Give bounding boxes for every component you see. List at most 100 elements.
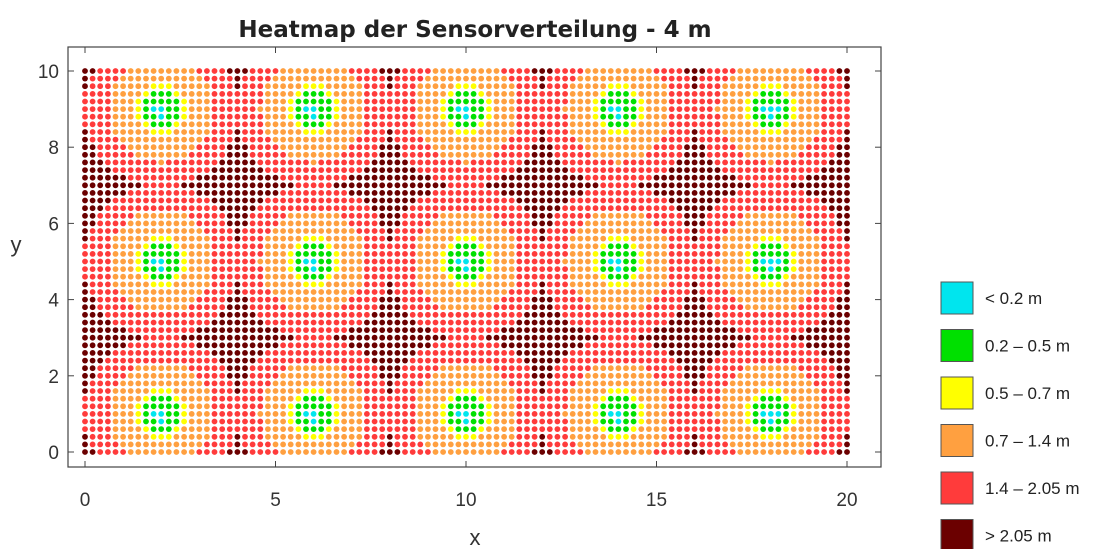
data-point (486, 113, 492, 120)
data-point (806, 411, 812, 417)
data-point (120, 136, 126, 143)
data-point (417, 197, 424, 204)
data-point (600, 380, 607, 387)
data-point (546, 83, 553, 90)
data-point (752, 258, 759, 265)
data-point (158, 151, 165, 158)
data-point (409, 220, 416, 227)
data-point (501, 266, 507, 272)
data-point (508, 311, 515, 318)
data-point (798, 220, 805, 227)
data-point (196, 350, 203, 356)
data-point (531, 197, 538, 204)
data-point (783, 395, 789, 402)
data-point (257, 311, 264, 318)
data-point (546, 365, 553, 372)
data-point (585, 266, 591, 272)
data-point (348, 136, 355, 143)
data-point (394, 433, 401, 440)
data-point (638, 395, 645, 402)
data-point (394, 159, 401, 166)
data-point (455, 266, 462, 272)
data-point (409, 182, 416, 189)
data-point (661, 75, 667, 82)
data-point (105, 251, 111, 257)
data-point (798, 251, 805, 257)
data-point (623, 266, 629, 272)
data-point (188, 296, 195, 303)
data-point (97, 174, 104, 181)
data-point (600, 205, 607, 212)
data-point (737, 121, 744, 128)
data-point (585, 174, 591, 181)
data-point (783, 433, 789, 440)
data-point (386, 151, 393, 158)
data-point (714, 91, 721, 97)
data-point (181, 182, 188, 189)
data-point (668, 304, 675, 311)
data-point (82, 334, 88, 341)
data-point (105, 159, 111, 166)
data-point (585, 75, 591, 82)
data-point (516, 75, 523, 82)
data-point (249, 281, 256, 288)
data-point (623, 190, 629, 196)
data-point (630, 304, 637, 311)
data-point (577, 342, 584, 349)
data-point (684, 197, 690, 204)
data-point (722, 311, 728, 318)
data-point (135, 205, 142, 212)
data-point (219, 258, 226, 265)
data-point (386, 296, 393, 303)
data-point (150, 151, 157, 158)
data-point (204, 258, 210, 265)
data-point (219, 113, 226, 120)
data-point (394, 129, 401, 135)
data-point (668, 68, 675, 74)
data-point (341, 167, 347, 174)
data-point (615, 68, 622, 74)
data-point (783, 372, 789, 379)
data-point (646, 167, 652, 174)
data-point (653, 441, 660, 448)
data-point (722, 113, 728, 120)
data-point (813, 418, 820, 425)
data-point (379, 441, 386, 448)
data-point (127, 433, 134, 440)
data-point (554, 449, 561, 455)
data-point (524, 441, 530, 448)
data-point (486, 197, 492, 204)
data-point (425, 205, 431, 212)
data-point (82, 372, 88, 379)
data-point (356, 144, 363, 151)
data-point (173, 235, 180, 242)
data-point (371, 182, 378, 189)
data-point (143, 319, 149, 326)
data-point (531, 220, 538, 227)
data-point (478, 144, 485, 151)
data-point (356, 129, 363, 135)
data-point (150, 418, 157, 425)
data-point (226, 296, 233, 303)
data-point (120, 304, 126, 311)
data-point (516, 350, 523, 356)
data-point (531, 411, 538, 417)
data-point (257, 388, 264, 394)
data-point (82, 212, 88, 219)
data-point (524, 388, 530, 394)
data-point (280, 357, 286, 364)
data-point (676, 205, 683, 212)
data-point (333, 151, 340, 158)
data-point (470, 289, 477, 295)
data-point (181, 289, 188, 295)
data-point (257, 98, 264, 105)
data-point (630, 334, 637, 341)
data-point (394, 418, 401, 425)
data-point (120, 281, 126, 288)
data-point (783, 205, 789, 212)
data-point (150, 388, 157, 394)
data-point (242, 403, 248, 410)
data-point (97, 372, 104, 379)
data-point (89, 121, 96, 128)
data-point (234, 296, 241, 303)
